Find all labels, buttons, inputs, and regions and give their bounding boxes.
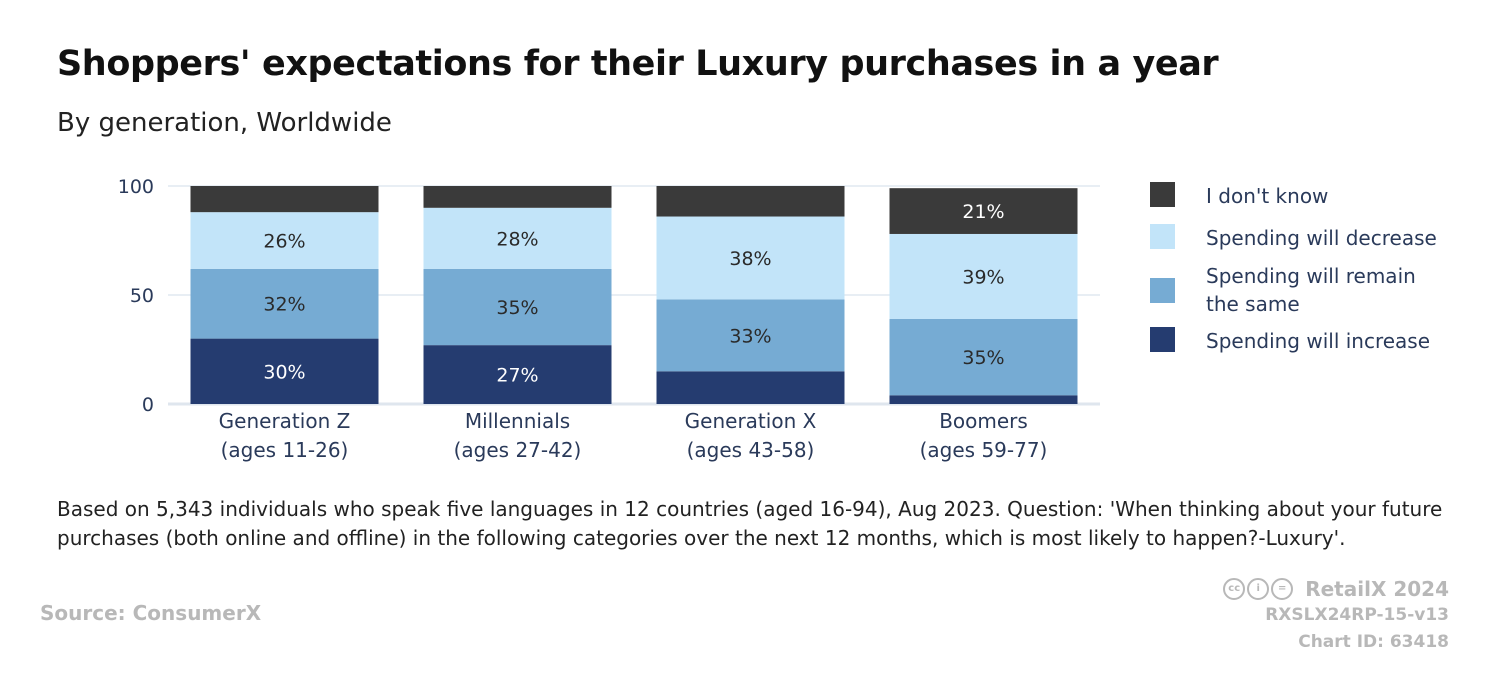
bar-segment [423, 207, 612, 269]
legend-swatch [1150, 327, 1175, 352]
data-label: 28% [496, 228, 538, 250]
legend-swatch [1150, 182, 1175, 207]
bar-segment [190, 338, 379, 404]
bar-segment [423, 268, 612, 346]
bar-segment [656, 186, 845, 217]
data-label: 27% [496, 365, 538, 387]
bar-segment [656, 299, 845, 372]
data-label: 38% [729, 248, 771, 270]
legend-label: Spending will decrease [1206, 226, 1437, 250]
legend-swatch [1150, 278, 1175, 303]
chart-title: Shoppers' expectations for their Luxury … [57, 44, 1219, 84]
legend-label: Spending will increase [1206, 329, 1431, 353]
bar-segment [889, 188, 1078, 234]
x-tick-label: Generation X [685, 409, 817, 433]
source-credit: Source: ConsumerX [40, 601, 262, 625]
license-icons: cc i = [1223, 578, 1294, 600]
legend-label: Spending will remain the same [1206, 264, 1416, 316]
bar-segment [889, 395, 1078, 404]
data-label: 21% [962, 201, 1004, 223]
chart-footnote: Based on 5,343 individuals who speak fiv… [57, 497, 1443, 550]
x-tick-label: Generation Z [219, 409, 351, 433]
y-tick-label: 50 [130, 285, 154, 307]
x-tick-label: (ages 59-77) [920, 438, 1048, 462]
bar-segment [190, 268, 379, 339]
bar-segment [423, 345, 612, 404]
nd-icon: = [1271, 578, 1294, 600]
x-tick-label: Millennials [465, 409, 570, 433]
bar-segment [190, 186, 379, 213]
cc-icon: cc [1223, 578, 1246, 600]
x-tick-label: (ages 27-42) [454, 438, 582, 462]
x-tick-label: Boomers [939, 409, 1028, 433]
legend-item-same: Spending will remain the same [1150, 262, 1436, 318]
footer-credits: cc i = RetailX 2024 RXSLX24RP-15-v13 Cha… [1223, 576, 1449, 656]
data-label: 33% [729, 325, 771, 347]
data-label: 35% [962, 347, 1004, 369]
data-label: 30% [263, 361, 305, 383]
legend-label: I don't know [1206, 184, 1329, 208]
data-label: 32% [263, 294, 305, 316]
y-tick-label: 0 [142, 394, 154, 416]
legend-item-increase: Spending will increase [1150, 327, 1466, 355]
brand-label: RetailX 2024 [1305, 577, 1449, 601]
bar-segment [889, 233, 1078, 319]
x-tick-label: (ages 43-58) [687, 438, 815, 462]
data-label: 39% [962, 266, 1004, 288]
bar-segment [889, 318, 1078, 396]
data-label: 35% [496, 297, 538, 319]
legend-item-dont-know: I don't know [1150, 182, 1466, 210]
bar-segment [423, 186, 612, 208]
bar-segment [656, 216, 845, 300]
report-code: RXSLX24RP-15-v13 [1265, 605, 1449, 625]
by-icon: i [1247, 578, 1270, 600]
chart-id: Chart ID: 63418 [1298, 632, 1449, 652]
chart-subtitle: By generation, Worldwide [57, 108, 392, 138]
bar-segment [190, 212, 379, 269]
stacked-bar-chart: 0 50 100 30% 32% 26% Generation Z (ages 11-26) 2… [118, 176, 1100, 462]
bar-segment [656, 371, 845, 404]
y-tick-label: 100 [118, 176, 154, 198]
x-tick-label: (ages 11-26) [221, 438, 349, 462]
data-label: 26% [263, 231, 305, 253]
legend-swatch [1150, 224, 1175, 249]
legend-item-decrease: Spending will decrease [1150, 224, 1466, 252]
